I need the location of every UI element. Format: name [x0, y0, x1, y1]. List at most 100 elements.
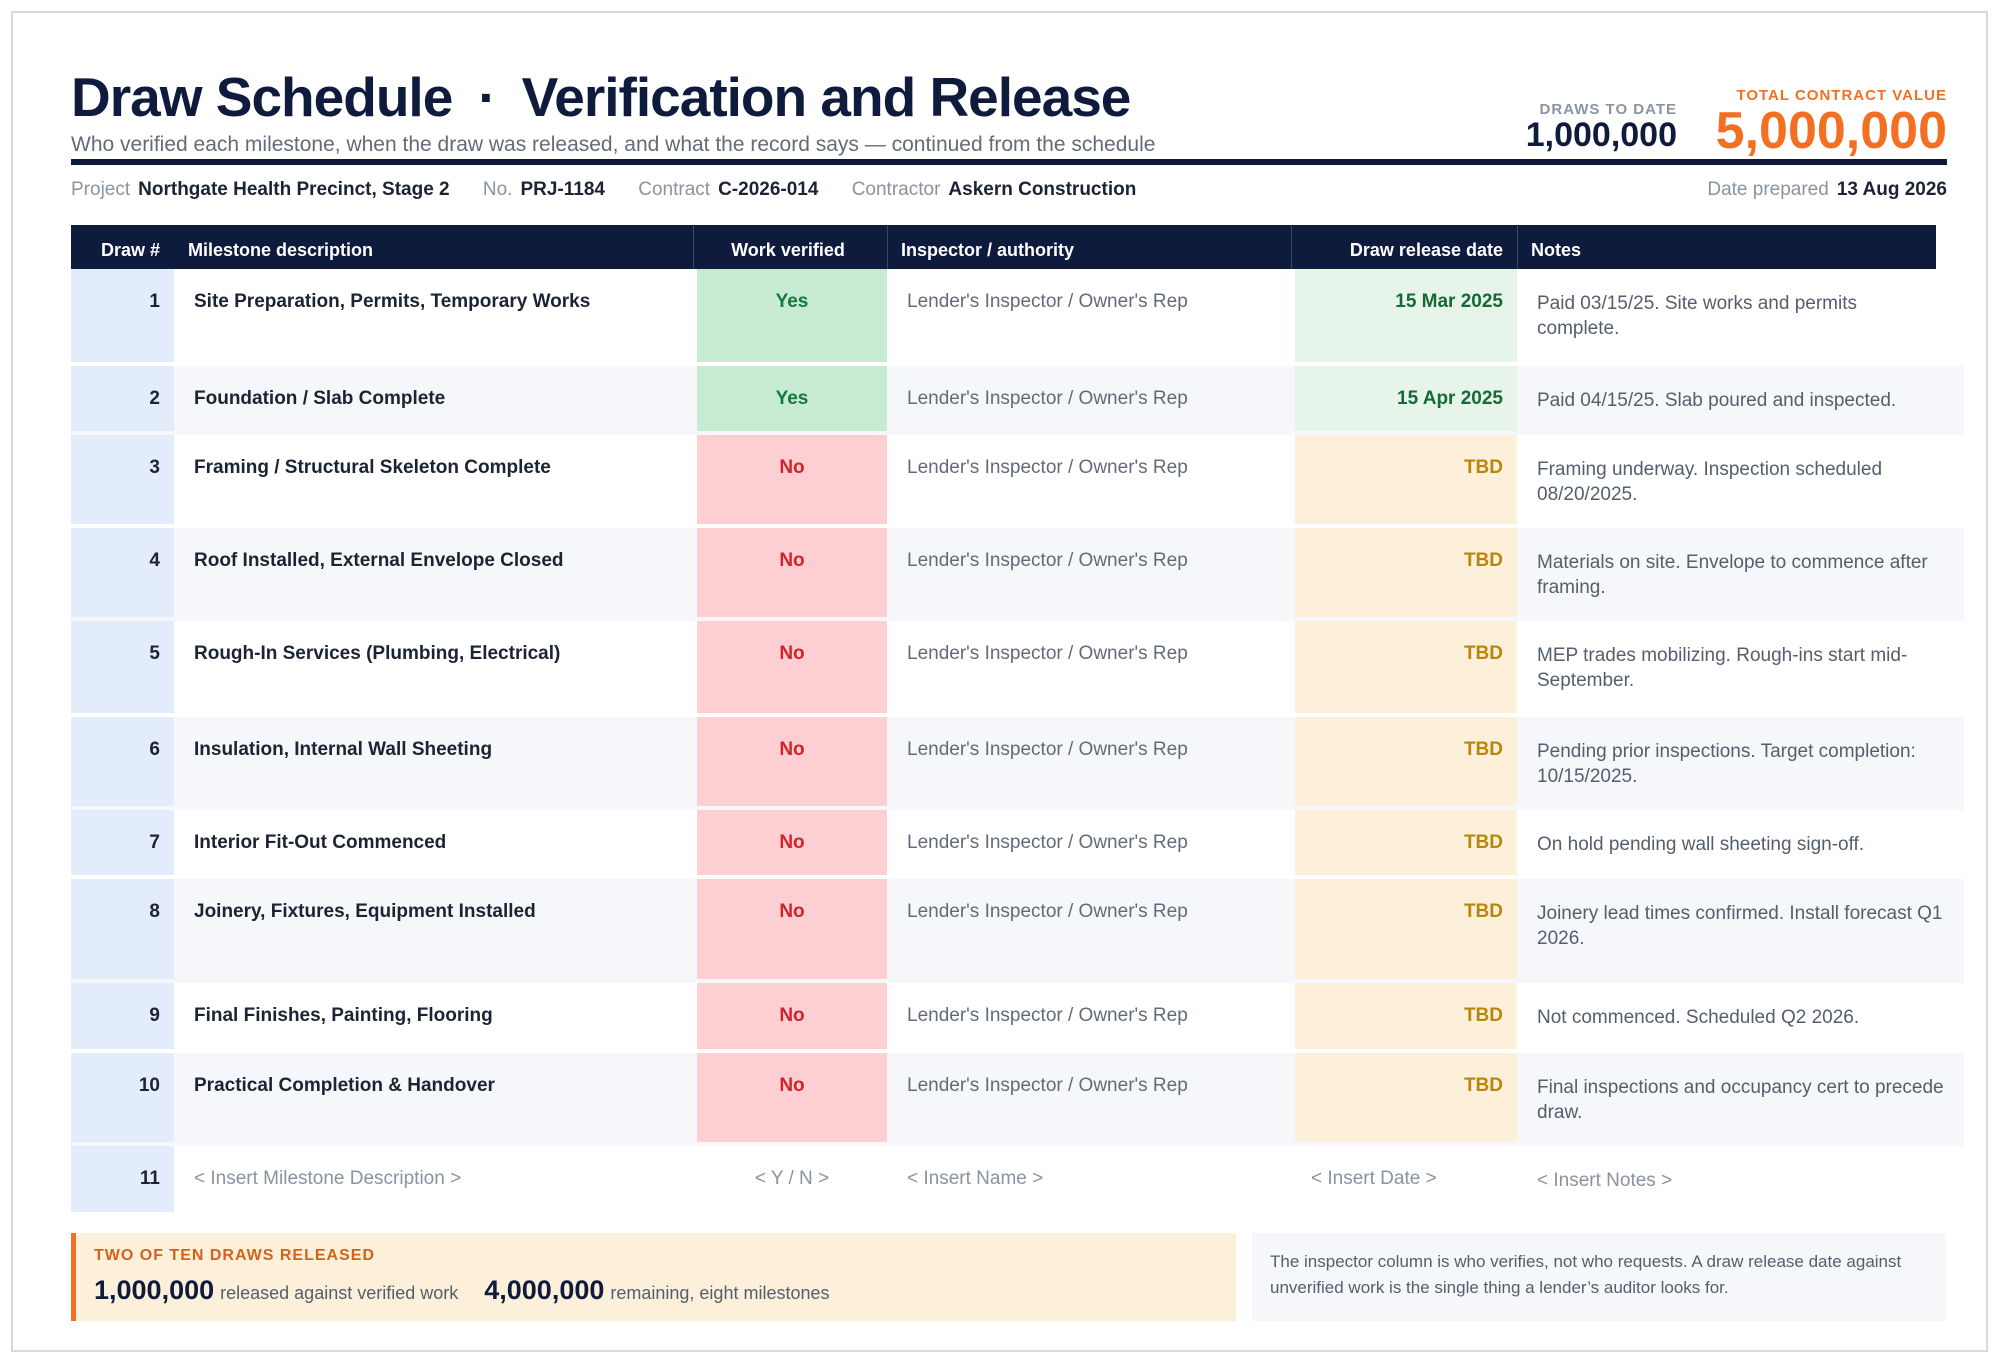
- meta-date-label: Date prepared: [1707, 179, 1829, 200]
- inspector-placeholder[interactable]: < Insert Name >: [907, 1168, 1044, 1189]
- inspector-authority: Lender's Inspector / Owner's Rep: [907, 832, 1188, 853]
- release-date: TBD: [1295, 810, 1517, 875]
- notes: MEP trades mobilizing. Rough-ins start m…: [1537, 645, 1908, 691]
- col-header-milestone: Milestone description: [188, 240, 374, 260]
- draw-number: 11: [71, 1146, 174, 1212]
- milestone-description: Site Preparation, Permits, Temporary Wor…: [194, 291, 591, 312]
- milestone-description: Rough-In Services (Plumbing, Electrical): [194, 643, 561, 664]
- table-row: 10 Practical Completion & Handover No Le…: [71, 1053, 1964, 1146]
- verified-status: No: [697, 717, 887, 806]
- verified-status: No: [697, 621, 887, 713]
- draw-number: 7: [71, 810, 174, 875]
- meta-date-prepared: Date prepared 13 Aug 2026: [1707, 179, 1947, 201]
- release-date: TBD: [1295, 717, 1517, 806]
- table-row: 5 Rough-In Services (Plumbing, Electrica…: [71, 621, 1964, 717]
- draw-number: 6: [71, 717, 174, 806]
- meta-project-value: Northgate Health Precinct, Stage 2: [138, 179, 450, 200]
- release-summary: TWO OF TEN DRAWS RELEASED 1,000,000 relea…: [71, 1233, 1236, 1321]
- milestone-description: Practical Completion & Handover: [194, 1075, 495, 1096]
- release-date: 15 Apr 2025: [1295, 366, 1517, 431]
- verified-status: No: [697, 879, 887, 979]
- notes: Pending prior inspections. Target comple…: [1537, 741, 1916, 787]
- released-caption: released against verified work: [220, 1283, 459, 1303]
- page-subtitle: Who verified each milestone, when the dr…: [71, 133, 1156, 156]
- col-divider: [1291, 225, 1292, 275]
- released-amount: 1,000,000: [94, 1275, 215, 1305]
- inspector-authority: Lender's Inspector / Owner's Rep: [907, 643, 1188, 664]
- inspector-authority: Lender's Inspector / Owner's Rep: [907, 1075, 1188, 1096]
- milestone-description: Framing / Structural Skeleton Complete: [194, 457, 551, 478]
- meta-contract: Contract C-2026-014: [638, 179, 818, 201]
- milestone-description: Insulation, Internal Wall Sheeting: [194, 739, 493, 760]
- summary-figures: 1,000,000 released against verified work 4…: [94, 1275, 830, 1306]
- release-date: 15 Mar 2025: [1295, 269, 1517, 362]
- notes: Not commenced. Scheduled Q2 2026.: [1537, 1007, 1860, 1028]
- meta-project-label: Project: [71, 179, 131, 200]
- table-row: 7 Interior Fit-Out Commenced No Lender's…: [71, 810, 1964, 879]
- draw-number: 10: [71, 1053, 174, 1142]
- kpi-draws-label: DRAWS TO DATE: [1539, 101, 1677, 118]
- meta-date-value: 13 Aug 2026: [1836, 179, 1947, 200]
- kpi-total-contract: TOTAL CONTRACT VALUE 5,000,000: [1716, 87, 1947, 158]
- verified-status: No: [697, 983, 887, 1049]
- title-separator: ·: [478, 66, 496, 128]
- milestone-description-placeholder[interactable]: < Insert Milestone Description >: [194, 1168, 462, 1189]
- milestone-description: Joinery, Fixtures, Equipment Installed: [194, 901, 536, 922]
- meta-number-value: PRJ-1184: [520, 179, 605, 200]
- table-row: 8 Joinery, Fixtures, Equipment Installed…: [71, 879, 1964, 983]
- inspector-authority: Lender's Inspector / Owner's Rep: [907, 1005, 1188, 1026]
- kpi-total-value: 5,000,000: [1715, 102, 1947, 160]
- inspector-authority: Lender's Inspector / Owner's Rep: [907, 901, 1188, 922]
- notes: On hold pending wall sheeting sign-off.: [1537, 834, 1865, 855]
- milestone-description: Foundation / Slab Complete: [194, 388, 446, 409]
- draw-number: 5: [71, 621, 174, 713]
- col-divider: [693, 225, 694, 275]
- kpi-total-label: TOTAL CONTRACT VALUE: [1736, 87, 1947, 104]
- draw-number: 8: [71, 879, 174, 979]
- verified-status: No: [697, 810, 887, 875]
- release-date: TBD: [1295, 621, 1517, 713]
- draw-number: 4: [71, 528, 174, 617]
- draw-number: 3: [71, 435, 174, 524]
- inspector-authority: Lender's Inspector / Owner's Rep: [907, 388, 1188, 409]
- meta-number-label: No.: [482, 179, 513, 200]
- draw-number: 2: [71, 366, 174, 431]
- inspector-authority: Lender's Inspector / Owner's Rep: [907, 291, 1188, 312]
- meta-project: Project Northgate Health Precinct, Stage …: [71, 179, 450, 201]
- meta-number: No. PRJ-1184: [483, 179, 605, 201]
- table-row: 9 Final Finishes, Painting, Flooring No …: [71, 983, 1964, 1053]
- notes: Paid 03/15/25. Site works and permits co…: [1537, 293, 1858, 339]
- table-row: 3 Framing / Structural Skeleton Complete…: [71, 435, 1964, 528]
- milestone-description: Roof Installed, External Envelope Closed: [194, 550, 564, 571]
- notes: Materials on site. Envelope to commence …: [1537, 552, 1928, 598]
- milestone-description: Final Finishes, Painting, Flooring: [194, 1005, 493, 1026]
- col-header-verified: Work verified: [731, 240, 845, 260]
- notes: Joinery lead times confirmed. Install fo…: [1537, 903, 1943, 949]
- project-meta: Project Northgate Health Precinct, Stage …: [71, 179, 1947, 209]
- header: Draw Schedule · Verification and Release W…: [71, 53, 1947, 165]
- col-header-inspector: Inspector / authority: [901, 240, 1075, 260]
- notes: Framing underway. Inspection scheduled 0…: [1537, 459, 1883, 505]
- meta-contract-value: C-2026-014: [718, 179, 819, 200]
- verified-status: Yes: [697, 366, 887, 431]
- col-divider: [887, 225, 888, 275]
- draw-number: 9: [71, 983, 174, 1049]
- release-date: TBD: [1295, 435, 1517, 524]
- meta-contractor-label: Contractor: [851, 179, 941, 200]
- meta-contract-label: Contract: [638, 179, 711, 200]
- meta-contractor: Contractor Askern Construction: [852, 179, 1137, 201]
- col-divider: [1517, 225, 1518, 275]
- verified-status: No: [697, 528, 887, 617]
- release-date: TBD: [1295, 1053, 1517, 1142]
- meta-contractor-value: Askern Construction: [948, 179, 1137, 200]
- inspector-authority: Lender's Inspector / Owner's Rep: [907, 457, 1188, 478]
- release-date-placeholder[interactable]: < Insert Date >: [1311, 1168, 1437, 1189]
- document-page: Draw Schedule · Verification and Release W…: [11, 11, 1988, 1352]
- notes: Paid 04/15/25. Slab poured and inspected…: [1537, 390, 1897, 411]
- notes: Final inspections and occupancy cert to …: [1537, 1077, 1944, 1123]
- verified-status: No: [697, 435, 887, 524]
- kpi-draws-value: 1,000,000: [1525, 116, 1677, 154]
- verified-placeholder[interactable]: < Y / N >: [754, 1168, 830, 1189]
- notes-placeholder[interactable]: < Insert Notes >: [1537, 1170, 1673, 1191]
- table-row: 1 Site Preparation, Permits, Temporary W…: [71, 269, 1964, 366]
